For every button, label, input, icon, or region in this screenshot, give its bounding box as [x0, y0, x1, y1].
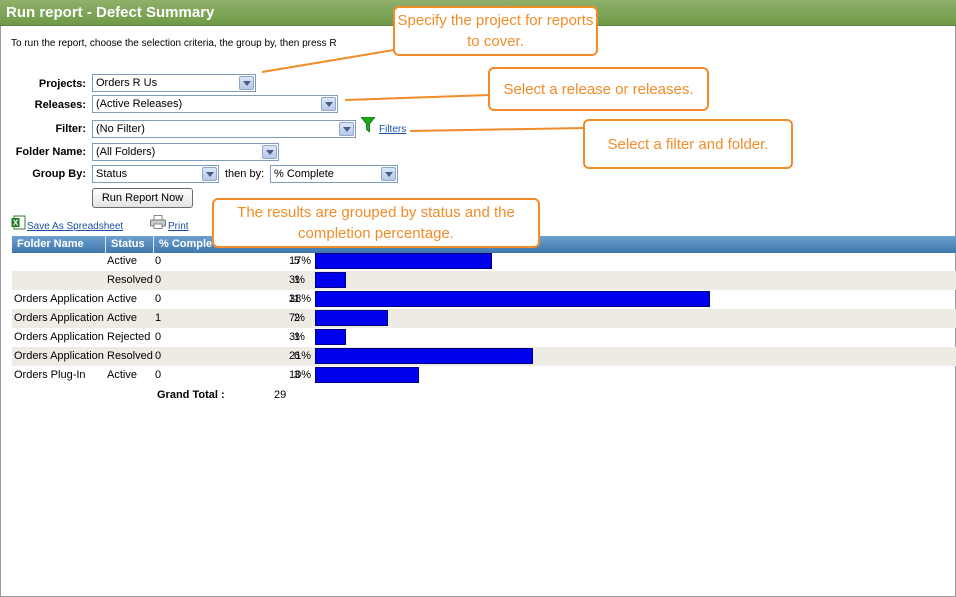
projects-select[interactable]: Orders R Us	[92, 74, 256, 92]
cell-percent: 3%	[289, 274, 305, 286]
releases-select-value: (Active Releases)	[96, 98, 183, 110]
cell-complete: 1	[155, 312, 162, 324]
table-row: Resolved 0 1 3%	[12, 271, 956, 290]
projects-label: Projects:	[38, 78, 86, 90]
column-header-status[interactable]: Status	[111, 238, 145, 250]
cell-folder: Orders Application	[14, 293, 104, 305]
chevron-down-icon	[339, 122, 354, 136]
cell-status: Active	[107, 293, 137, 305]
cell-complete: 0	[155, 331, 162, 343]
then-by-select[interactable]: % Complete	[270, 165, 398, 183]
cell-percent: 38%	[289, 293, 312, 305]
cell-count: 11	[288, 293, 300, 305]
table-row: Orders Application Rejected 0 1 3%	[12, 328, 956, 347]
cell-status: Active	[107, 312, 137, 324]
cell-folder: Orders Application	[14, 331, 104, 343]
filter-select[interactable]: (No Filter)	[92, 120, 356, 138]
folder-select[interactable]: (All Folders)	[92, 143, 279, 161]
then-by-label: then by:	[225, 168, 265, 180]
cell-complete: 0	[155, 274, 162, 286]
completion-bar	[315, 253, 492, 269]
cell-percent: 3%	[289, 331, 305, 343]
callout-project: Specify the project for reports to cover…	[393, 6, 598, 56]
printer-icon[interactable]	[150, 215, 166, 229]
filter-label: Filter:	[55, 123, 86, 135]
chevron-down-icon	[262, 145, 277, 159]
window-title: Run report - Defect Summary	[6, 4, 215, 21]
column-header-complete[interactable]: % Comple	[159, 238, 213, 250]
cell-status: Active	[107, 369, 137, 381]
completion-bar	[315, 367, 419, 383]
callout-filter: Select a filter and folder.	[583, 119, 793, 169]
table-row: Orders Application Active 0 11 38%	[12, 290, 956, 309]
releases-select[interactable]: (Active Releases)	[92, 95, 338, 113]
intro-text: To run the report, choose the selection …	[11, 38, 337, 49]
cell-count: 6	[293, 350, 300, 362]
cell-status: Active	[107, 255, 137, 267]
cell-count: 3	[293, 369, 300, 381]
table-row: Orders Application Resolved 0 6 21%	[12, 347, 956, 366]
cell-count: 1	[293, 331, 300, 343]
funnel-icon[interactable]	[361, 117, 375, 133]
table-row: Active 0 5 17%	[12, 252, 956, 271]
run-report-button[interactable]: Run Report Now	[92, 188, 193, 208]
chevron-down-icon	[321, 97, 336, 111]
completion-bar	[315, 291, 710, 307]
cell-folder: Orders Application	[14, 312, 104, 324]
svg-text:X: X	[13, 219, 19, 228]
chevron-down-icon	[381, 167, 396, 181]
cell-count: 2	[293, 312, 300, 324]
filter-select-value: (No Filter)	[96, 123, 145, 135]
group-by-label: Group By:	[32, 168, 86, 180]
cell-count: 1	[293, 274, 300, 286]
grand-total-value: 29	[274, 389, 287, 401]
cell-percent: 7%	[289, 312, 305, 324]
callout-release: Select a release or releases.	[488, 67, 709, 111]
completion-bar	[315, 329, 346, 345]
excel-icon[interactable]: X	[11, 215, 26, 230]
chevron-down-icon	[202, 167, 217, 181]
table-row: Orders Plug-In Active 0 3 10%	[12, 366, 956, 385]
cell-percent: 21%	[289, 350, 312, 362]
then-by-select-value: % Complete	[274, 168, 334, 180]
column-divider	[153, 236, 154, 253]
releases-label: Releases:	[34, 99, 86, 111]
cell-count: 5	[293, 255, 300, 267]
cell-status: Resolved	[107, 274, 153, 286]
projects-select-value: Orders R Us	[96, 77, 158, 89]
folder-name-label: Folder Name:	[15, 146, 86, 158]
column-divider	[105, 236, 106, 253]
cell-complete: 0	[155, 255, 162, 267]
column-header-folder[interactable]: Folder Name	[17, 238, 84, 250]
cell-complete: 0	[155, 369, 162, 381]
cell-folder: Orders Plug-In	[14, 369, 86, 381]
group-by-select-value: Status	[96, 168, 128, 180]
table-row: Orders Application Active 1 2 7%	[12, 309, 956, 328]
save-spreadsheet-link[interactable]: Save As Spreadsheet	[27, 221, 124, 232]
cell-complete: 0	[155, 350, 162, 362]
cell-percent: 10%	[289, 369, 312, 381]
completion-bar	[315, 310, 388, 326]
grand-total-label: Grand Total :	[157, 389, 225, 401]
print-link[interactable]: Print	[168, 221, 189, 232]
folder-select-value: (All Folders)	[96, 146, 156, 158]
group-by-select[interactable]: Status	[92, 165, 219, 183]
cell-status: Resolved	[107, 350, 153, 362]
cell-complete: 0	[155, 293, 162, 305]
chevron-down-icon	[239, 76, 254, 90]
filters-link[interactable]: Filters	[379, 124, 407, 135]
cell-percent: 17%	[289, 255, 312, 267]
cell-folder: Orders Application	[14, 350, 104, 362]
cell-status: Rejected	[107, 331, 151, 343]
completion-bar	[315, 272, 346, 288]
callout-grouping: The results are grouped by status and th…	[212, 198, 540, 248]
completion-bar	[315, 348, 533, 364]
